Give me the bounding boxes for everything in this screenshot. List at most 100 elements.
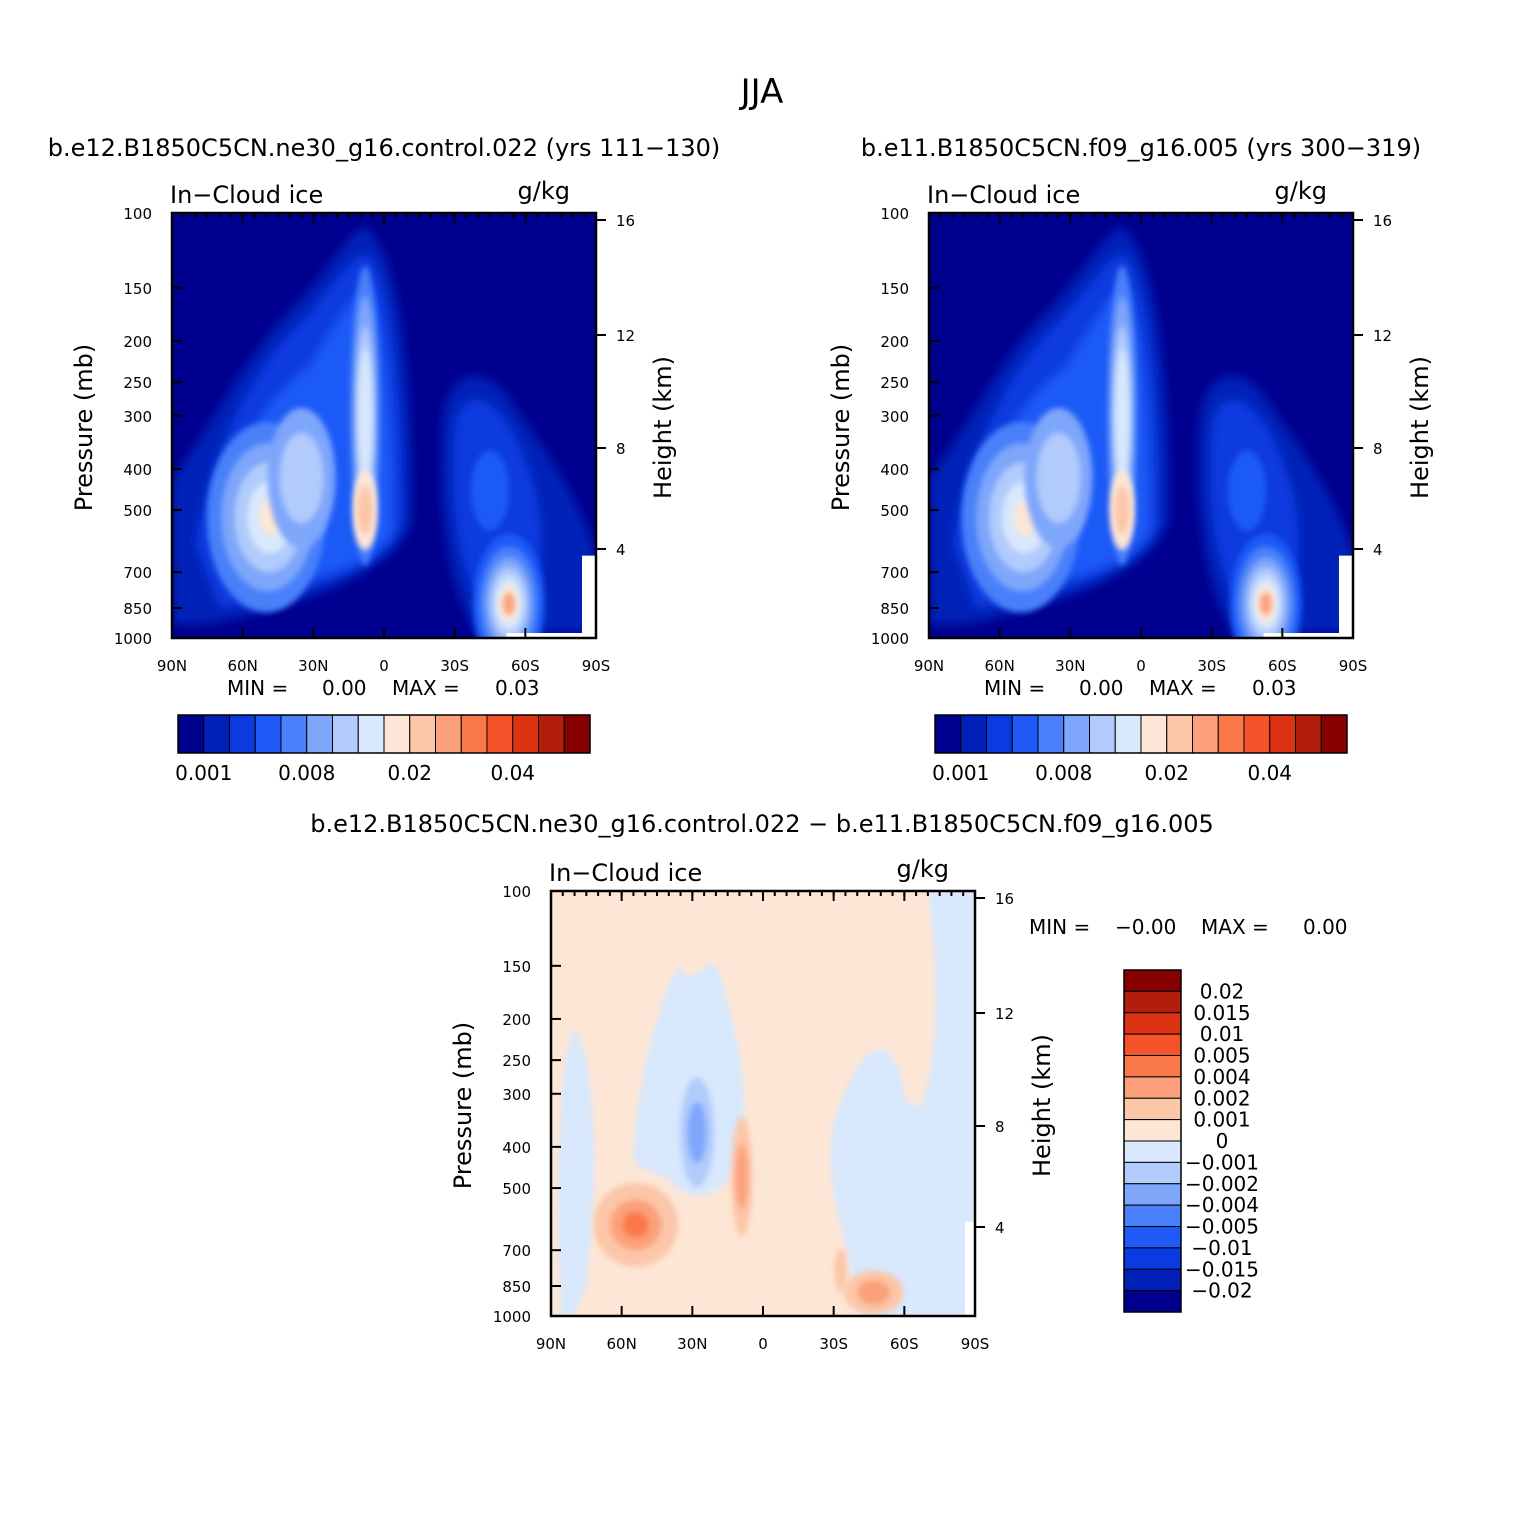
colorbar-box [1089,714,1116,754]
colorbar-box [177,714,205,754]
colorbar-box [1123,1033,1182,1056]
field-tropical-column-level-3 [1115,348,1129,484]
field-south-upper-level-0 [1227,450,1267,531]
panel-title: b.e12.B1850C5CN.ne30_g16.control.022 (yr… [48,134,721,162]
panel-difference: b.e12.B1850C5CN.ne30_g16.control.022 − b… [310,810,1347,1353]
x-tick-label: 90S [1339,657,1368,675]
right-axis-title: Height (km) [649,356,677,499]
plot-area [551,891,975,1316]
y-tick-label: 850 [502,1278,531,1296]
colorbar-label: −0.001 [1185,1150,1259,1174]
colorbar-box [332,714,359,754]
colorbar-box [1123,990,1182,1014]
max-label: MAX = [392,676,460,700]
colorbar-label: 0.04 [1247,761,1292,785]
height-tick-label: 12 [995,1005,1014,1023]
y-tick-label: 500 [502,1180,531,1198]
x-tick-label: 60S [1268,657,1297,675]
x-tick-label: 0 [379,657,389,675]
colorbar-label: −0.01 [1191,1236,1252,1260]
colorbar-label: 0.001 [1193,1108,1250,1132]
x-tick-label: 60N [228,657,258,675]
field-south-upper-level-0 [470,450,510,531]
variable-label: In−Cloud ice [170,181,323,209]
y-tick-label: 150 [880,280,909,298]
colorbar-label: −0.005 [1185,1215,1259,1239]
field-tropical-column-level-3 [358,348,372,484]
colorbar-label: 0.02 [1144,761,1189,785]
missing-data-surface [506,633,582,638]
colorbar-label: 0.015 [1193,1001,1250,1025]
field-south-lowlevel-level-6 [1260,592,1272,615]
colorbar-box [409,714,436,754]
y-tick-label: 250 [880,374,909,392]
units-label: g/kg [897,855,949,883]
x-tick-label: 30N [1055,657,1085,675]
height-tick-label: 4 [995,1219,1005,1237]
colorbar-box [1123,1226,1182,1249]
y-tick-label: 850 [880,600,909,618]
colorbar-label: 0.004 [1193,1065,1250,1089]
min-value: 0.00 [322,676,367,700]
field-positive-tropics-level-1 [735,1143,748,1210]
colorbar-box [1063,714,1090,754]
min-label: MIN = [1029,915,1090,939]
y-tick-label: 250 [502,1052,531,1070]
colorbar-box [934,714,962,754]
height-tick-label: 8 [616,440,626,458]
colorbar-label: 0.005 [1193,1044,1250,1068]
x-tick-label: 90N [914,657,944,675]
colorbar-box [203,714,230,754]
x-tick-label: 90S [961,1335,990,1353]
max-value: 0.03 [1252,676,1297,700]
colorbar-box [986,714,1013,754]
colorbar-box [280,714,308,754]
x-tick-label: 30N [677,1335,707,1353]
x-tick-label: 30S [1197,657,1226,675]
colorbar-box [1123,969,1182,992]
height-tick-label: 16 [616,212,635,230]
y-tick-label: 200 [502,1011,531,1029]
height-tick-label: 4 [1373,541,1383,559]
colorbar-box [1123,1268,1182,1292]
colorbar-box [460,714,488,754]
x-tick-label: 0 [758,1335,768,1353]
y-tick-label: 400 [880,461,909,479]
colorbar-box [1123,1247,1182,1270]
field-positive-midlat-level-2 [623,1212,649,1238]
field-south-lowlevel-level-6 [503,592,515,615]
height-tick-label: 8 [1373,440,1383,458]
colorbar-box [1269,714,1296,754]
field-negative-tropics [633,964,745,1196]
x-tick-label: 90N [157,657,187,675]
colorbar-box [357,714,385,754]
x-tick-label: 30N [298,657,328,675]
field-positive-south-level-1 [857,1280,891,1305]
min-label: MIN = [984,676,1045,700]
panel-title: b.e12.B1850C5CN.ne30_g16.control.022 − b… [310,810,1214,838]
max-label: MAX = [1201,915,1269,939]
colorbar-box [1192,714,1219,754]
colorbar-box [512,714,539,754]
colorbar-box [1123,1119,1182,1142]
missing-data-surface [1263,633,1339,638]
colorbar-box [538,714,565,754]
y-tick-label: 400 [123,461,152,479]
colorbar-box [1166,714,1193,754]
y-tick-label: 200 [880,333,909,351]
variable-label: In−Cloud ice [927,181,1080,209]
min-value: −0.00 [1115,915,1176,939]
colorbar-label: 0.02 [1200,979,1245,1003]
height-tick-label: 12 [1373,327,1392,345]
colorbar-label: 0.001 [932,761,989,785]
colorbar: 0.001 0.008 0.02 0.04 [932,714,1348,785]
colorbar-label: 0.008 [1035,761,1092,785]
colorbar-label: 0 [1216,1129,1229,1153]
missing-data [1339,555,1353,638]
colorbar-box [229,714,256,754]
y-tick-label: 850 [123,600,152,618]
y-tick-label: 700 [502,1242,531,1260]
x-tick-label: 90N [536,1335,566,1353]
x-tick-label: 60N [985,657,1015,675]
